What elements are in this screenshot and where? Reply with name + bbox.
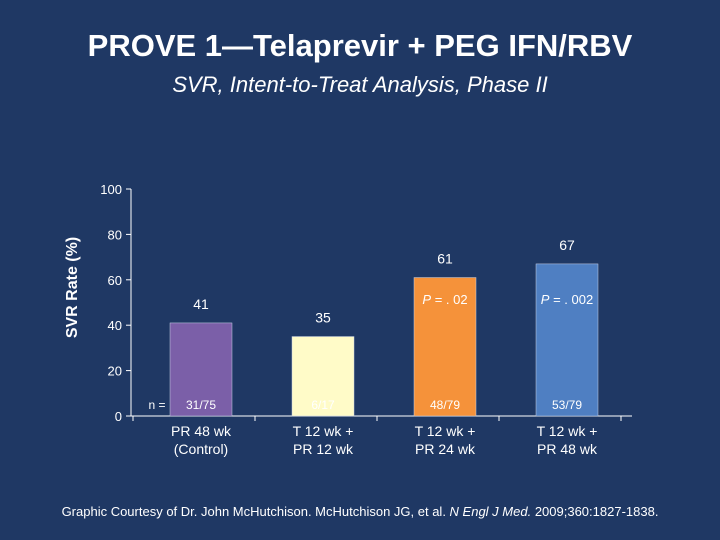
- category-label: T 12 wk +: [415, 423, 476, 439]
- citation-journal: N Engl J Med.: [449, 504, 532, 519]
- bar-value-label: 67: [559, 237, 575, 253]
- y-tick-label: 60: [108, 273, 122, 288]
- slide-subtitle: SVR, Intent-to-Treat Analysis, Phase II: [172, 72, 548, 97]
- category-label: PR 24 wk: [415, 441, 476, 457]
- chart-axes: 0 20 40 60 80 100 SVR Rate (%): [64, 182, 632, 424]
- y-tick-label: 80: [108, 227, 122, 242]
- n-count-label: 31/75: [186, 398, 216, 412]
- bar: [413, 277, 477, 417]
- category-label: PR 12 wk: [293, 441, 354, 457]
- category-label: PR 48 wk: [537, 441, 598, 457]
- bar-value-label: 35: [315, 310, 331, 326]
- y-tick-label: 0: [115, 409, 122, 424]
- y-tick-label: 20: [108, 364, 122, 379]
- category-label: T 12 wk +: [293, 423, 354, 439]
- p-value-label: P = . 002: [541, 292, 593, 307]
- n-count-label: 6/17: [311, 398, 335, 412]
- n-prefix-label: n =: [148, 398, 165, 412]
- p-value-label: P = . 02: [422, 292, 467, 307]
- bar: [169, 322, 233, 417]
- citation-footer: Graphic Courtesy of Dr. John McHutchison…: [0, 504, 720, 519]
- bar: [291, 336, 355, 417]
- bar-value-label: 41: [193, 296, 209, 312]
- category-label: PR 48 wk: [171, 423, 232, 439]
- y-tick-label: 40: [108, 318, 122, 333]
- n-count-label: 53/79: [552, 398, 582, 412]
- citation-text: Graphic Courtesy of Dr. John McHutchison…: [61, 504, 450, 519]
- y-tick-label: 100: [100, 182, 122, 197]
- category-label: (Control): [174, 441, 228, 457]
- bar: [535, 263, 599, 417]
- y-axis-title: SVR Rate (%): [64, 237, 81, 338]
- chart-bars: [169, 263, 599, 417]
- slide-title: PROVE 1—Telaprevir + PEG IFN/RBV: [87, 28, 633, 63]
- citation-details: 2009;360:1827-1838.: [531, 504, 659, 519]
- category-label: T 12 wk +: [537, 423, 598, 439]
- n-count-label: 48/79: [430, 398, 460, 412]
- chart-labels: n = 41 31/75 PR 48 wk (Control) 35 6/17 T 12 wk…: [148, 237, 597, 457]
- bar-value-label: 61: [437, 251, 453, 267]
